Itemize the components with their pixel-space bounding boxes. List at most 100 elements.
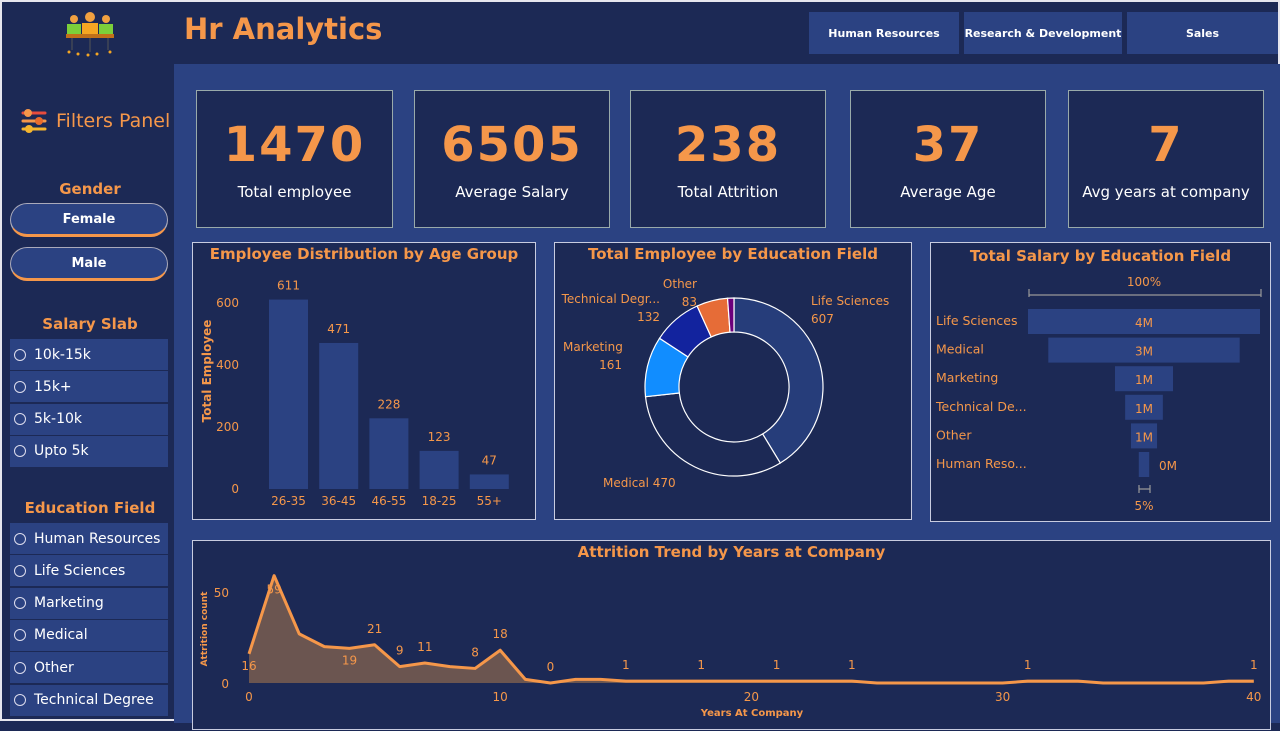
tab-sales[interactable]: Sales	[1127, 12, 1278, 54]
kpi-card: 7 Avg years at company	[1068, 90, 1264, 228]
data-label: 228	[377, 397, 400, 411]
top-percent-bracket	[1028, 289, 1262, 297]
data-label: 9	[396, 644, 404, 658]
page-title: Hr Analytics	[184, 12, 383, 46]
data-label: 21	[367, 622, 382, 636]
salary-slab-option[interactable]: 5k-10k	[10, 403, 168, 435]
data-label: 18	[493, 627, 508, 641]
tab-research-development[interactable]: Research & Development	[964, 12, 1122, 54]
education-field-option[interactable]: Human Resources	[10, 523, 168, 554]
option-label: 15k+	[34, 378, 72, 395]
kpi-card: 1470 Total employee	[196, 90, 393, 228]
top-percent-label: 100%	[1127, 275, 1161, 289]
y-tick-label: 50	[214, 586, 229, 600]
bar[interactable]	[469, 474, 509, 489]
attrition-trend-chart: Attrition Trend by Years at Company Attr…	[192, 540, 1271, 730]
kpi-card: 238 Total Attrition	[630, 90, 826, 228]
y-tick-label: 400	[216, 358, 239, 372]
value-label: 1M	[1135, 430, 1153, 444]
bar[interactable]	[419, 450, 459, 489]
x-tick-label: 0	[245, 690, 253, 704]
y-axis-label: Total Employee	[200, 320, 214, 423]
value-label: 1M	[1135, 402, 1153, 416]
filters-panel-label: Filters Panel	[56, 110, 171, 132]
slice-label: Marketing	[563, 340, 623, 354]
category-label: Medical	[936, 342, 984, 357]
kpi-card: 37 Average Age	[850, 90, 1046, 228]
salary-slab-option[interactable]: 15k+	[10, 371, 168, 403]
x-tick-label: 55+	[477, 494, 502, 508]
category-label: Marketing	[936, 370, 998, 385]
education-field-option[interactable]: Life Sciences	[10, 555, 168, 587]
y-tick-label: 0	[231, 482, 239, 496]
bar[interactable]	[269, 299, 308, 489]
kpi-card: 6505 Average Salary	[414, 90, 610, 228]
data-label: 1	[1250, 658, 1258, 672]
bar[interactable]	[369, 418, 409, 489]
slice-label: Technical Degr...	[561, 292, 660, 306]
chart-title: Total Salary by Education Field	[969, 247, 1232, 265]
salary-slab-title: Salary Slab	[42, 315, 138, 333]
chart-title: Employee Distribution by Age Group	[209, 245, 519, 263]
funnel-bar[interactable]	[1115, 366, 1173, 392]
gender-title: Gender	[59, 180, 121, 198]
radio-icon[interactable]	[14, 413, 26, 426]
slice-value: 132	[637, 310, 660, 324]
tab-human-resources[interactable]: Human Resources	[809, 12, 959, 54]
x-tick-label: 40	[1246, 690, 1261, 704]
slice-value: 607	[811, 312, 834, 326]
radio-icon[interactable]	[14, 564, 26, 577]
data-label: 611	[277, 279, 300, 293]
x-tick-label: 46-55	[371, 494, 406, 508]
education-field-option[interactable]: Medical	[10, 619, 168, 651]
donut-slice[interactable]	[733, 297, 824, 464]
radio-icon[interactable]	[14, 348, 26, 361]
donut-slice[interactable]	[726, 297, 735, 333]
education-field-title: Education Field	[24, 499, 156, 517]
salary-slab-option[interactable]: Upto 5k	[10, 435, 168, 467]
radio-icon[interactable]	[14, 380, 26, 393]
kpi-value: 238	[674, 117, 782, 173]
bar[interactable]	[319, 342, 359, 489]
option-label: 5k-10k	[34, 411, 82, 428]
donut-slice[interactable]	[644, 392, 782, 477]
slice-label: Other	[663, 277, 697, 291]
education-field-option[interactable]: Other	[10, 652, 168, 684]
funnel-bar[interactable]	[1130, 423, 1158, 449]
age-group-chart: Employee Distribution by Age Group Total…	[192, 242, 536, 520]
funnel-bar[interactable]	[1028, 309, 1260, 334]
slice-label: Medical 470	[603, 476, 676, 490]
kpi-label: Total employee	[237, 183, 352, 201]
radio-icon[interactable]	[14, 694, 26, 706]
x-tick-label: 10	[493, 690, 508, 704]
chart-title: Total Employee by Education Field	[588, 245, 878, 263]
value-label: 4M	[1135, 316, 1153, 330]
funnel-bar[interactable]	[1125, 394, 1163, 420]
x-tick-label: 18-25	[422, 494, 457, 508]
radio-icon[interactable]	[14, 629, 26, 642]
radio-icon[interactable]	[14, 661, 26, 674]
y-tick-label: 200	[216, 420, 239, 434]
education-field-option[interactable]: Technical Degree	[10, 684, 168, 716]
data-label: 123	[428, 430, 451, 444]
kpi-label: Average Age	[900, 183, 996, 201]
radio-icon[interactable]	[14, 597, 26, 610]
radio-icon[interactable]	[14, 532, 26, 545]
gender-female-button[interactable]: Female	[10, 203, 168, 237]
radio-icon[interactable]	[14, 445, 26, 458]
y-tick-label: 0	[221, 677, 229, 691]
salary-slab-option[interactable]: 10k-15k	[10, 339, 168, 370]
slice-label: Life Sciences	[811, 294, 889, 308]
funnel-bar[interactable]	[1048, 337, 1240, 363]
kpi-label: Avg years at company	[1082, 183, 1250, 201]
value-label: 0M	[1159, 459, 1177, 473]
education-field-option[interactable]: Marketing	[10, 587, 168, 619]
x-tick-label: 26-35	[271, 494, 306, 508]
gender-male-button[interactable]: Male	[10, 247, 168, 281]
sliders-icon	[21, 109, 47, 133]
slice-value: 83	[682, 295, 697, 309]
option-label: Human Resources	[34, 530, 161, 547]
bottom-percent-label: 5%	[1134, 499, 1153, 513]
category-label: Life Sciences	[936, 313, 1017, 328]
funnel-bar[interactable]	[1138, 452, 1150, 477]
